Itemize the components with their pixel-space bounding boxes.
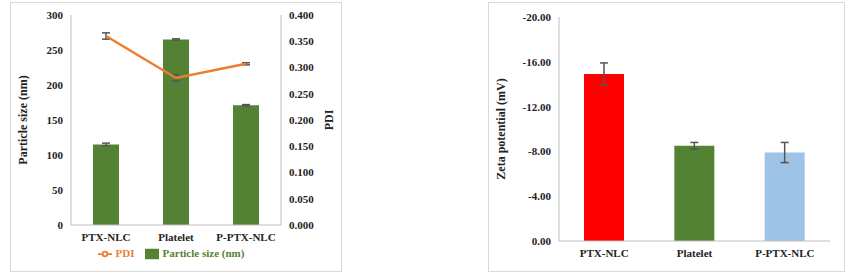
svg-text:0.000: 0.000 [289, 219, 314, 231]
svg-text:P-PTX-NLC: P-PTX-NLC [755, 247, 814, 259]
svg-text:50: 50 [52, 184, 64, 196]
svg-text:0.100: 0.100 [289, 166, 314, 178]
svg-text:200: 200 [47, 79, 64, 91]
svg-text:0.200: 0.200 [289, 114, 314, 126]
svg-text:Zeta potential (mV): Zeta potential (mV) [494, 78, 508, 179]
svg-text:0.250: 0.250 [289, 88, 314, 100]
svg-text:0.150: 0.150 [289, 140, 314, 152]
html-text:PDI: PDI [115, 247, 135, 259]
svg-text:0.050: 0.050 [289, 193, 314, 205]
svg-text:0.400: 0.400 [289, 9, 314, 21]
svg-text:0.00: 0.00 [532, 235, 552, 247]
svg-text:0.300: 0.300 [289, 61, 314, 73]
svg-text:-4.00: -4.00 [528, 190, 551, 202]
svg-text:Platelet: Platelet [158, 231, 194, 243]
svg-text:Platelet: Platelet [677, 247, 713, 259]
svg-text:PTX-NLC: PTX-NLC [580, 247, 629, 259]
svg-text:P-PTX-NLC: P-PTX-NLC [216, 231, 275, 243]
html-text:Particle size (nm): Particle size (nm) [162, 247, 245, 259]
svg-text:Particle size (nm): Particle size (nm) [16, 75, 30, 164]
svg-text:0.350: 0.350 [289, 35, 314, 47]
svg-text:PTX-NLC: PTX-NLC [82, 231, 131, 243]
svg-text:100: 100 [47, 149, 64, 161]
svg-text:250: 250 [47, 44, 64, 56]
svg-text:-20.00: -20.00 [523, 11, 552, 23]
svg-text:150: 150 [47, 114, 64, 126]
svg-text:0: 0 [58, 219, 64, 231]
svg-text:-8.00: -8.00 [528, 145, 551, 157]
svg-text:-16.00: -16.00 [523, 56, 552, 68]
svg-text:300: 300 [47, 9, 64, 21]
svg-text:-12.00: -12.00 [523, 101, 552, 113]
svg-text:PDI: PDI [322, 109, 336, 130]
